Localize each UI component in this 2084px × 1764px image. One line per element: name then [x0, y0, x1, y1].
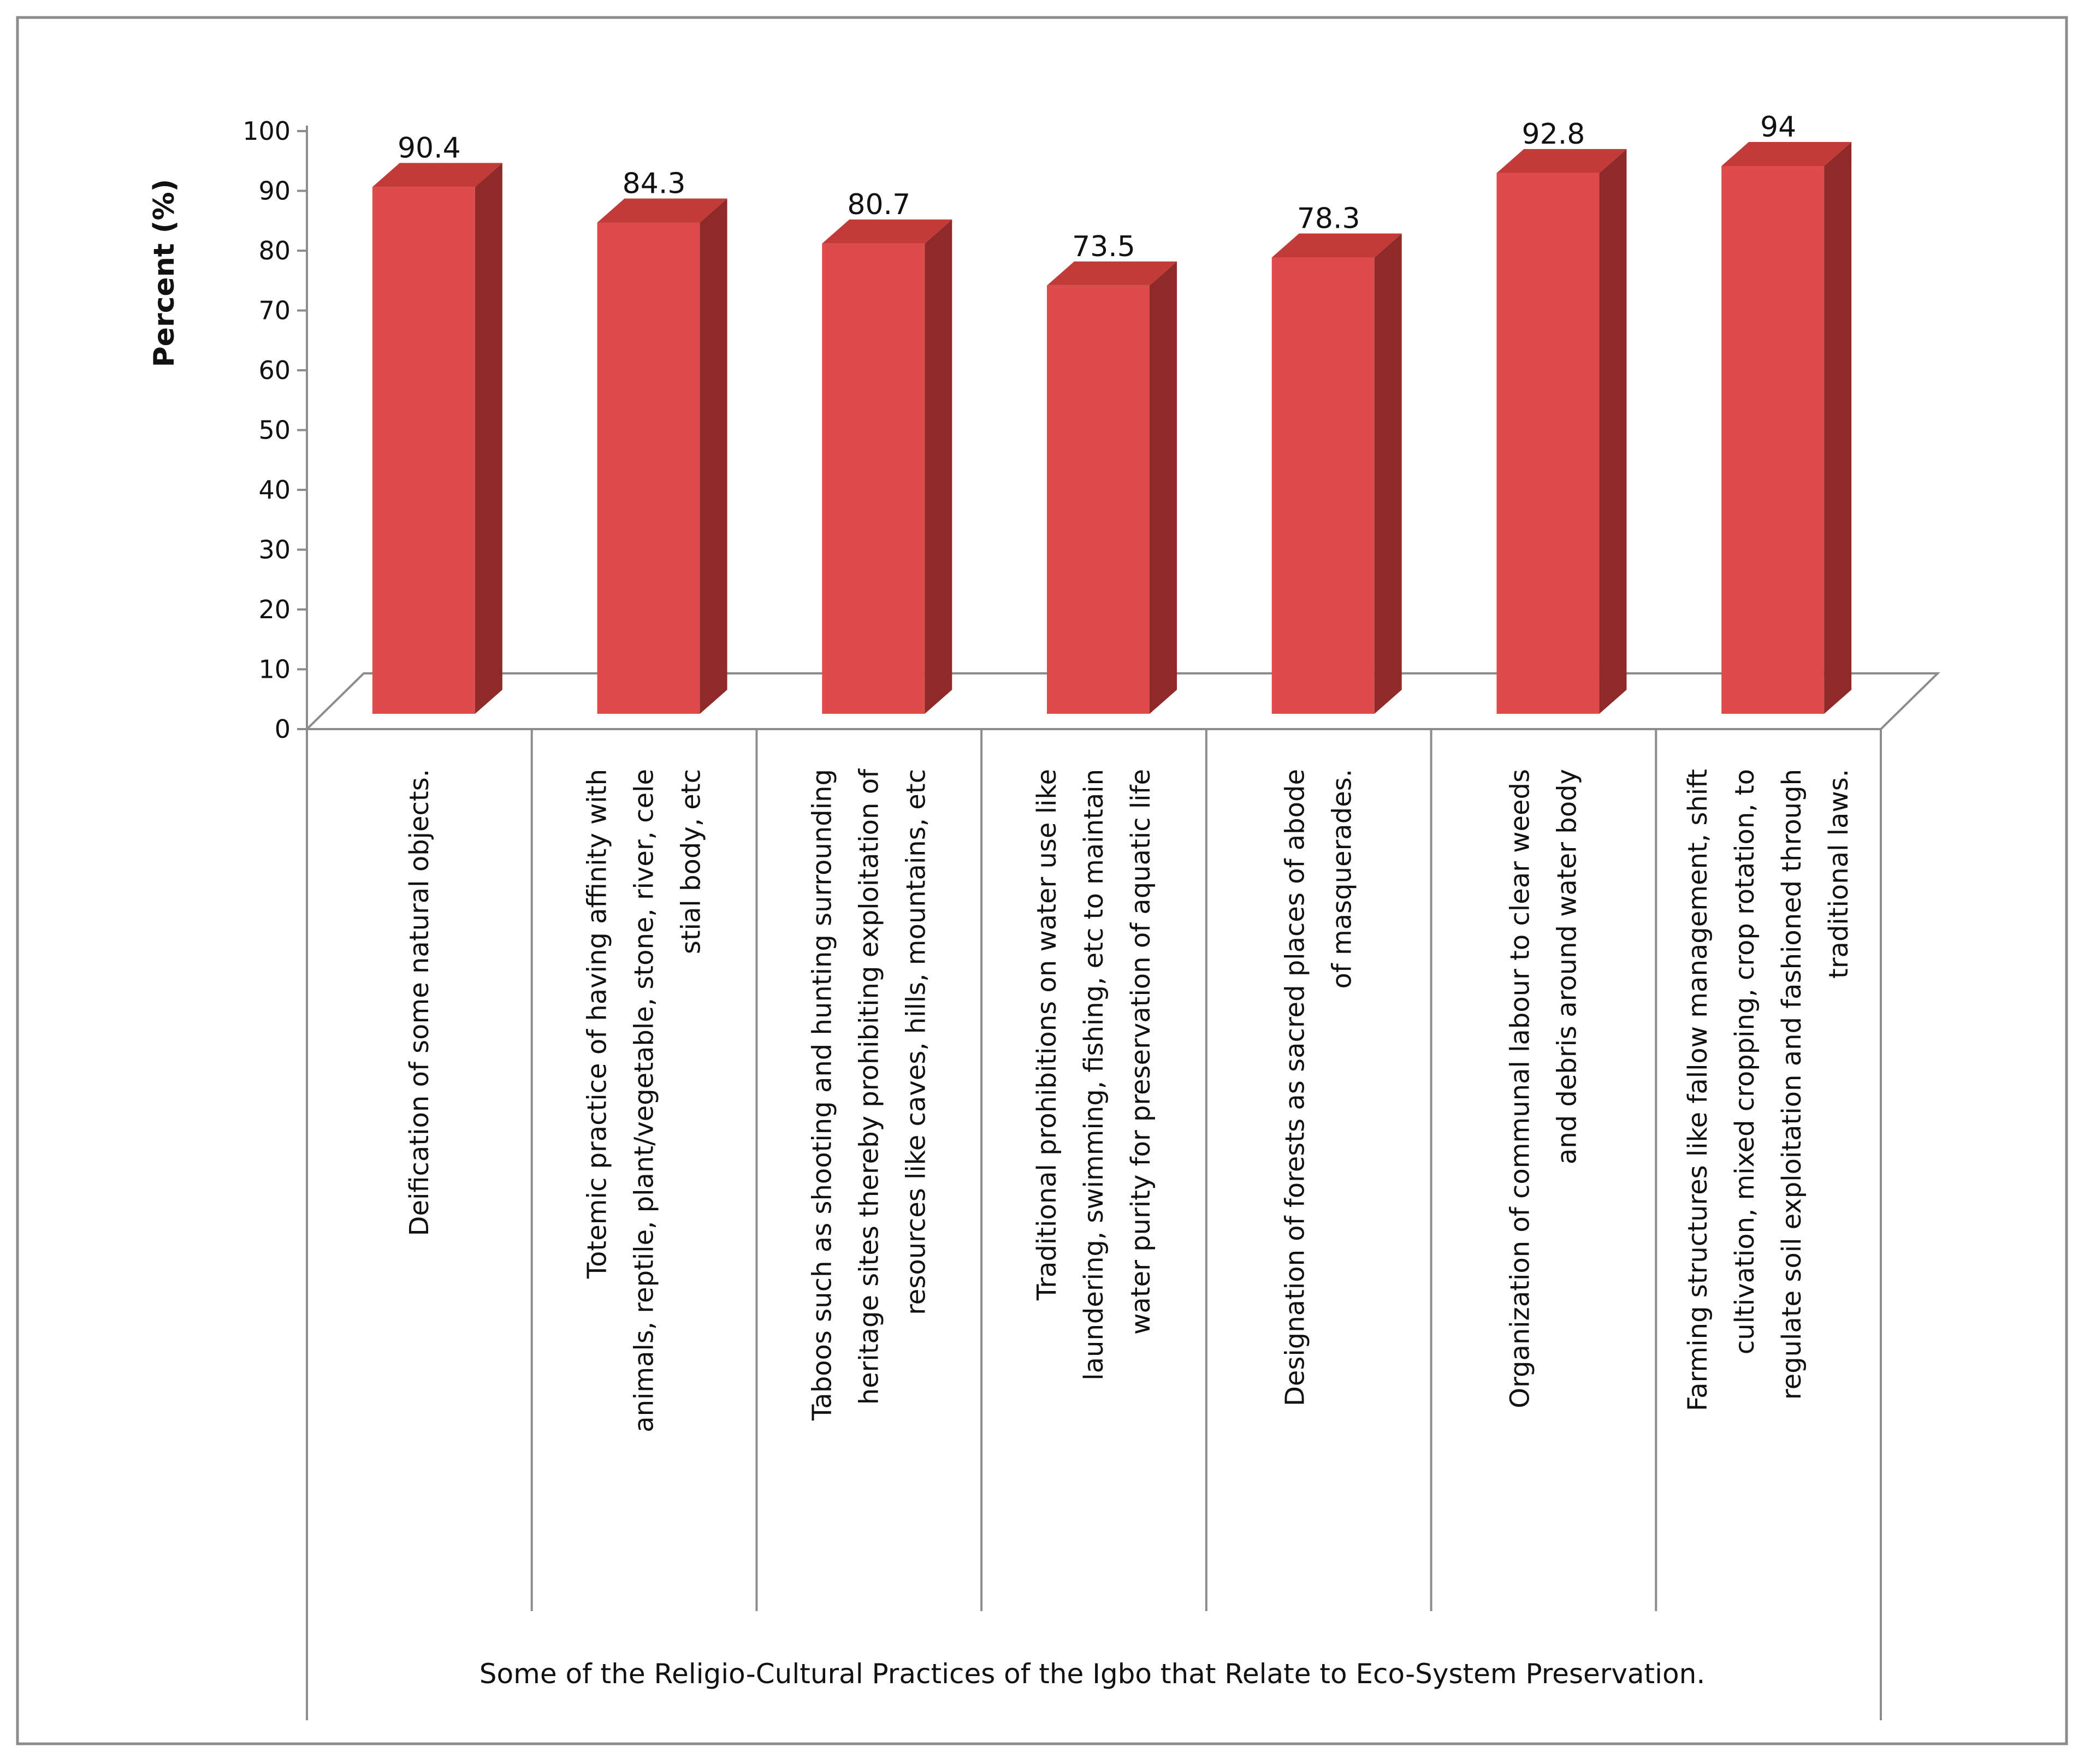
bar-series [372, 142, 1852, 714]
category-label-line: stial body, etc [676, 769, 707, 954]
y-tick-label: 50 [258, 416, 291, 445]
category-label: Farming structures like fallow managemen… [1683, 769, 1854, 1411]
y-tick-label: 60 [258, 356, 291, 385]
bar-value-label: 73.5 [1072, 230, 1135, 263]
y-tick-label: 30 [258, 535, 291, 565]
bar-front-face [822, 243, 925, 714]
bar [372, 163, 502, 714]
category-label: Deification of some natural objects. [404, 769, 435, 1236]
category-label-line: of masquerades. [1327, 769, 1358, 989]
bar [1047, 261, 1177, 714]
bar-side-face [925, 219, 952, 714]
bar-side-face [1599, 149, 1627, 714]
chart-floor [304, 672, 1940, 730]
bar-top-face [1496, 149, 1627, 173]
category-label-line: Totemic practice of having affinity with [582, 769, 613, 1279]
bar-front-face [1271, 257, 1375, 714]
bar-value-label: 92.8 [1522, 118, 1585, 151]
chart-floor-plane [304, 672, 1940, 730]
category-label-line: animals, reptile, plant/vegetable, stone… [629, 769, 660, 1432]
bar-top-face [1721, 142, 1852, 167]
bar [1721, 142, 1852, 714]
category-label-line: Deification of some natural objects. [404, 769, 435, 1236]
y-tick-label: 100 [242, 116, 291, 146]
y-tick-label: 40 [258, 475, 291, 505]
bar-top-face [1047, 261, 1177, 286]
category-label-line: Traditional prohibitions on water use li… [1032, 769, 1062, 1301]
y-tick-label: 0 [275, 714, 291, 744]
category-label-line: cultivation, mixed cropping, crop rotati… [1730, 769, 1760, 1354]
y-tick-label: 10 [258, 655, 291, 684]
category-label-line: Farming structures like fallow managemen… [1683, 769, 1713, 1411]
category-label-line: Organization of communal labour to clear… [1505, 769, 1535, 1408]
category-label-line: and debris around water body [1552, 769, 1582, 1164]
bar-front-face [372, 187, 475, 714]
bar [1271, 233, 1402, 714]
x-axis-title: Some of the Religio-Cultural Practices o… [479, 1658, 1705, 1690]
bar-top-face [1271, 233, 1402, 258]
bar-side-face [1824, 142, 1852, 714]
bar-side-face [1374, 233, 1402, 714]
bar-value-label: 84.3 [623, 168, 686, 200]
bar-value-label: 78.3 [1297, 203, 1360, 235]
category-label-line: traditional laws. [1824, 769, 1854, 979]
category-label: Designation of forests as sacred places … [1280, 769, 1358, 1406]
data-labels: 90.4 84.3 80.7 73.5 78.3 92.8 94 [398, 111, 1796, 263]
y-axis-title: Percent (%) [148, 179, 181, 368]
bar [597, 198, 727, 714]
category-label-line: Taboos such as shooting and hunting surr… [807, 769, 837, 1421]
bar-value-label: 90.4 [398, 132, 461, 164]
y-axis: 0 10 20 30 40 50 60 70 80 90 100 [242, 116, 308, 744]
category-label-line: water purity for preservation of aquatic… [1126, 769, 1156, 1335]
category-label: Totemic practice of having affinity with… [582, 769, 707, 1432]
bar-value-label: 94 [1760, 111, 1796, 144]
bar-top-face [822, 219, 952, 244]
category-label-line: Designation of forests as sacred places … [1280, 769, 1311, 1406]
category-label-line: resources like caves, hills, mountains, … [901, 769, 931, 1315]
y-tick-label: 90 [258, 176, 291, 206]
category-label-line: regulate soil exploitation and fashioned… [1777, 769, 1807, 1400]
category-label-line: laundering, swimming, fishing, etc to ma… [1079, 769, 1109, 1381]
bar-value-label: 80.7 [847, 188, 910, 221]
bar-top-face [372, 163, 502, 187]
bar-front-face [1047, 285, 1150, 714]
category-label: Organization of communal labour to clear… [1505, 769, 1582, 1408]
bar-front-face [597, 222, 700, 714]
bar-top-face [597, 198, 727, 223]
bar-front-face [1721, 166, 1825, 714]
category-label: Taboos such as shooting and hunting surr… [807, 768, 931, 1421]
bar-side-face [475, 163, 502, 714]
y-tick-label: 70 [258, 296, 291, 325]
x-axis-category-table: Deification of some natural objects. Tote… [306, 729, 1882, 1720]
y-tick-label: 20 [258, 595, 291, 624]
bar [822, 219, 952, 714]
category-label-line: heritage sites thereby prohibiting explo… [854, 768, 884, 1405]
category-label: Traditional prohibitions on water use li… [1032, 769, 1156, 1381]
bar [1496, 149, 1627, 714]
y-tick-label: 80 [258, 236, 291, 265]
bar-side-face [1150, 261, 1177, 714]
bar-side-face [700, 198, 727, 714]
bar-front-face [1496, 173, 1600, 714]
